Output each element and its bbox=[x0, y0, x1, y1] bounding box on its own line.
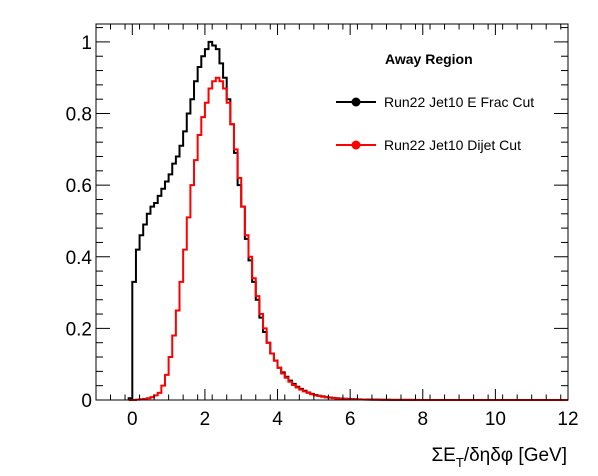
y-tick-label: 0.8 bbox=[66, 105, 92, 126]
y-tick-label: 1 bbox=[81, 33, 92, 54]
x-tick-label: 2 bbox=[200, 409, 211, 430]
legend-label-dijet-cut: Run22 Jet10 Dijet Cut bbox=[384, 137, 521, 153]
x-tick-label: 12 bbox=[557, 409, 578, 430]
legend-entry-e-frac-cut: Run22 Jet10 E Frac Cut bbox=[336, 94, 534, 110]
legend: Away Region Run22 Jet10 E Frac Cut Run22… bbox=[336, 51, 534, 153]
x-axis-title-sigma: ΣE bbox=[431, 445, 455, 466]
y-tick-label: 0 bbox=[81, 391, 92, 412]
x-tick-label: 4 bbox=[272, 409, 283, 430]
legend-entry-dijet-cut: Run22 Jet10 Dijet Cut bbox=[336, 137, 521, 153]
plot-frame bbox=[95, 23, 569, 401]
y-tick-label: 0.6 bbox=[66, 176, 92, 197]
x-tick-label: 0 bbox=[127, 409, 138, 430]
x-tick-label: 6 bbox=[345, 409, 356, 430]
x-tick-label: 10 bbox=[485, 409, 506, 430]
legend-title: Away Region bbox=[385, 51, 473, 67]
x-axis-title-subscript: T bbox=[456, 455, 464, 470]
y-tick-label: 0.2 bbox=[66, 319, 92, 340]
y-tick-label: 0.4 bbox=[66, 248, 93, 269]
x-axis-title: ΣET/δηδφ [GeV] bbox=[431, 445, 567, 470]
legend-marker-dijet-cut bbox=[351, 140, 361, 150]
x-tick-label: 8 bbox=[417, 409, 428, 430]
x-axis-title-rest: /δηδφ [GeV] bbox=[464, 445, 567, 466]
legend-label-e-frac-cut: Run22 Jet10 E Frac Cut bbox=[384, 94, 534, 110]
legend-marker-e-frac-cut bbox=[351, 97, 361, 107]
axes-layer: 0 2 4 6 8 10 12 0 0.2 0.4 0.6 0.8 1 bbox=[66, 24, 579, 430]
